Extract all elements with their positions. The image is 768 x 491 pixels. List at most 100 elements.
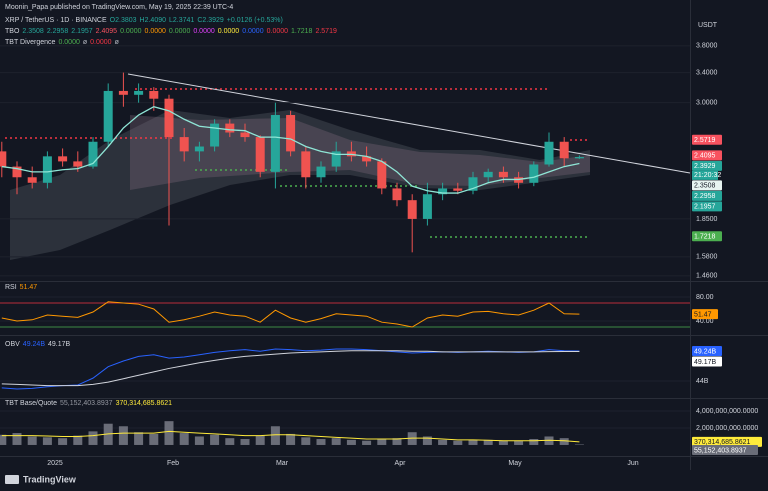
indicator-value: 51.47	[19, 284, 38, 291]
volume-bar	[392, 438, 402, 445]
x-tick-label: Jun	[627, 460, 638, 467]
volume-bar	[498, 440, 508, 445]
indicator-name: TBT Base/Quote	[5, 400, 58, 407]
ohlc-value: O2.3803	[109, 17, 137, 24]
candle-body	[58, 156, 68, 162]
indicator-value: 0.0000	[266, 28, 289, 35]
volume-bar	[514, 440, 524, 445]
volume-bar	[377, 439, 387, 445]
indicator-name: OBV	[5, 341, 20, 348]
indicator-value: 0.0000	[242, 28, 264, 35]
volume-bar	[88, 431, 98, 445]
header-text: Moonin_Papa published on TradingView.com…	[5, 4, 234, 11]
y-tick-label: 1.8500	[696, 216, 718, 223]
candle-body	[316, 166, 326, 178]
legend-divergence: TBT Divergence 0.0000 ø 0.0000 ø	[5, 39, 122, 46]
indicator-value: 2.5719	[315, 28, 337, 35]
candle-body	[134, 90, 144, 95]
symbol: XRP / TetherUS · 1D · BINANCE	[5, 17, 107, 24]
volume-bar	[27, 436, 37, 445]
moving-average	[1, 106, 580, 194]
candle-body	[286, 115, 296, 152]
candle-body	[210, 123, 220, 147]
y-tick-label: 1.5800	[696, 254, 718, 261]
volume-bar	[225, 438, 235, 445]
indicator-name: TBT Divergence	[5, 39, 56, 46]
footer-brand: TradingView	[23, 474, 77, 484]
indicator-value: 55,152,403.8937	[60, 400, 113, 407]
volume-bar	[210, 434, 220, 445]
price-badge	[692, 346, 722, 357]
candle-body	[453, 188, 463, 191]
x-tick-label: Feb	[167, 460, 179, 467]
y-tick-label: 3.8000	[696, 43, 718, 50]
y-tick-label: 1.4600	[696, 273, 718, 280]
y-tick-label: 3.0000	[696, 100, 718, 107]
volume-bar	[453, 440, 463, 445]
candle-body	[468, 177, 478, 191]
indicator-value: 2.2958	[46, 28, 69, 35]
volume-bar	[164, 421, 174, 445]
price-badge	[692, 180, 722, 191]
price-badge-label: 2.1957	[694, 204, 716, 211]
legend-volume: TBT Base/Quote 55,152,403.8937 370,314,685…	[5, 400, 175, 407]
x-tick-label: May	[508, 460, 522, 467]
indicator-value: 2.3508	[22, 28, 44, 35]
candle-body	[118, 90, 128, 95]
countdown-badge	[692, 170, 718, 180]
trendline	[127, 73, 691, 174]
candle-body	[179, 137, 189, 152]
candle-body	[255, 137, 265, 172]
candle-body	[483, 171, 493, 178]
volume-bar	[316, 439, 326, 445]
price-badge	[692, 356, 722, 367]
candle-body	[73, 161, 83, 167]
indicator-value: 2.1957	[71, 28, 93, 35]
candle-body	[270, 115, 280, 172]
candle-body	[331, 151, 341, 167]
currency: USDT	[698, 22, 718, 29]
candle-body	[42, 156, 52, 183]
x-tick-label: Mar	[276, 460, 289, 467]
candle-body	[301, 151, 311, 178]
volume-bar	[73, 435, 83, 445]
ohlc-value: H2.4090	[139, 17, 166, 24]
candle-body	[407, 200, 417, 219]
legend-tbo: TBO 2.3508 2.2958 2.1957 2.4095 0.0000 0.0000 0…	[5, 28, 340, 35]
volume-bar	[240, 439, 250, 445]
indicator-value: 49.17B	[47, 341, 71, 348]
legend-obv: OBV 49.24B 49.17B	[5, 341, 73, 348]
band	[10, 110, 590, 260]
volume-average	[1, 430, 580, 443]
ohlc-value: C2.3929	[197, 17, 224, 24]
price-badge	[692, 150, 722, 161]
volume-bar	[58, 438, 68, 445]
candle-body	[194, 146, 204, 152]
candle-body	[149, 90, 159, 99]
indicator-line	[1, 301, 580, 328]
candle-body	[240, 132, 250, 138]
candle-body	[164, 98, 174, 138]
price-badge	[692, 436, 762, 447]
volume-bar	[255, 435, 265, 445]
indicator-value: ø	[82, 39, 88, 46]
candle-body	[422, 194, 432, 219]
candle-body	[0, 151, 7, 167]
countdown: 21:20:32	[694, 172, 721, 179]
candle-body	[438, 188, 448, 195]
y-tick-label: 3.4000	[696, 69, 718, 76]
price-badge-label: 2.4095	[694, 153, 716, 160]
price-badge-label: 1.7218	[694, 234, 716, 241]
price-badge-label: 49.17B	[694, 359, 717, 366]
candle-body	[574, 157, 584, 159]
volume-bar	[301, 437, 311, 445]
volume-bar	[468, 439, 478, 445]
candle-body	[498, 171, 508, 178]
volume-bar	[422, 436, 432, 445]
indicator-value: 0.0000	[193, 28, 215, 35]
indicator-value: 0.0000	[168, 28, 191, 35]
candle-body	[529, 164, 539, 183]
price-badge-label: 55,152,403.8937	[694, 447, 747, 454]
